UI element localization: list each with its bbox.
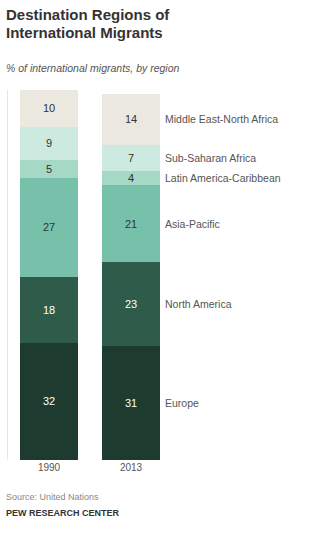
html-text:Destination Regions of Interna: Destination Regions of International Mig… [6, 6, 170, 41]
html-text:Source: United Nations: Source: United Nations [6, 492, 99, 502]
svg-text:Europe: Europe [165, 397, 199, 409]
svg-text:1990: 1990 [38, 462, 61, 473]
svg-text:18: 18 [43, 304, 55, 316]
svg-text:21: 21 [125, 218, 137, 230]
svg-text:Asia-Pacific: Asia-Pacific [165, 218, 220, 230]
svg-text:Latin America-Caribbean: Latin America-Caribbean [165, 172, 281, 184]
svg-text:27: 27 [43, 221, 55, 233]
html-text:PEW RESEARCH CENTER: PEW RESEARCH CENTER [6, 508, 119, 518]
svg-text:5: 5 [46, 163, 52, 175]
svg-text:7: 7 [128, 152, 134, 164]
svg-text:14: 14 [125, 113, 137, 125]
svg-text:31: 31 [125, 397, 137, 409]
svg-text:4: 4 [128, 172, 134, 184]
svg-text:32: 32 [43, 395, 55, 407]
html-text:% of international migrants, b: % of international migrants, by region [6, 62, 180, 74]
svg-text:10: 10 [43, 102, 55, 114]
svg-text:North America: North America [165, 298, 232, 310]
svg-text:2013: 2013 [120, 462, 143, 473]
svg-text:9: 9 [46, 137, 52, 149]
svg-text:23: 23 [125, 298, 137, 310]
svg-text:Middle East-North Africa: Middle East-North Africa [165, 113, 278, 125]
svg-text:Sub-Saharan Africa: Sub-Saharan Africa [165, 152, 256, 164]
